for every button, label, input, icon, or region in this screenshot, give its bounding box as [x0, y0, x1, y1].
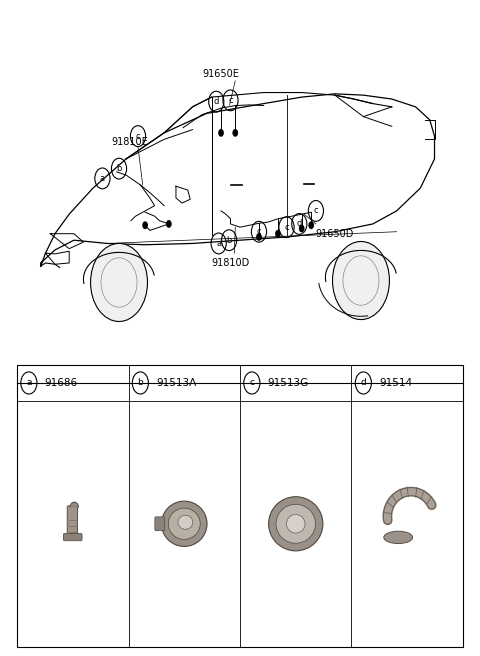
- Circle shape: [91, 243, 147, 321]
- Text: a: a: [26, 379, 32, 388]
- Text: d: d: [214, 97, 219, 106]
- Text: c: c: [136, 132, 140, 140]
- Ellipse shape: [287, 514, 305, 533]
- FancyBboxPatch shape: [67, 506, 77, 537]
- Text: 91650D: 91650D: [315, 229, 353, 239]
- Text: 91513G: 91513G: [267, 378, 309, 388]
- Text: 91650E: 91650E: [202, 69, 239, 79]
- Circle shape: [166, 220, 172, 228]
- Text: c: c: [257, 227, 261, 236]
- Text: a: a: [216, 239, 221, 248]
- Circle shape: [218, 129, 224, 136]
- FancyBboxPatch shape: [155, 517, 165, 531]
- Text: b: b: [227, 236, 232, 245]
- Circle shape: [333, 241, 389, 319]
- Text: b: b: [116, 164, 122, 173]
- Text: 91686: 91686: [45, 378, 78, 388]
- Ellipse shape: [276, 504, 315, 543]
- Ellipse shape: [168, 508, 200, 539]
- Text: 91810D: 91810D: [212, 258, 250, 268]
- Text: 91810E: 91810E: [111, 137, 148, 147]
- Ellipse shape: [269, 497, 323, 551]
- Text: d: d: [360, 379, 366, 388]
- Circle shape: [232, 129, 238, 136]
- Ellipse shape: [161, 501, 207, 546]
- Ellipse shape: [384, 531, 413, 544]
- Ellipse shape: [178, 515, 193, 529]
- Text: 91514: 91514: [379, 378, 412, 388]
- Text: b: b: [137, 379, 143, 388]
- Text: a: a: [100, 174, 105, 183]
- Circle shape: [256, 233, 262, 241]
- Text: d: d: [297, 219, 302, 228]
- FancyBboxPatch shape: [63, 533, 82, 541]
- Text: c: c: [250, 379, 254, 388]
- Circle shape: [308, 221, 314, 229]
- Text: c: c: [284, 222, 289, 232]
- Text: 91513A: 91513A: [156, 378, 196, 388]
- Text: c: c: [228, 96, 233, 105]
- Circle shape: [275, 230, 281, 237]
- Circle shape: [299, 224, 304, 232]
- Circle shape: [142, 221, 148, 229]
- Text: c: c: [313, 207, 318, 215]
